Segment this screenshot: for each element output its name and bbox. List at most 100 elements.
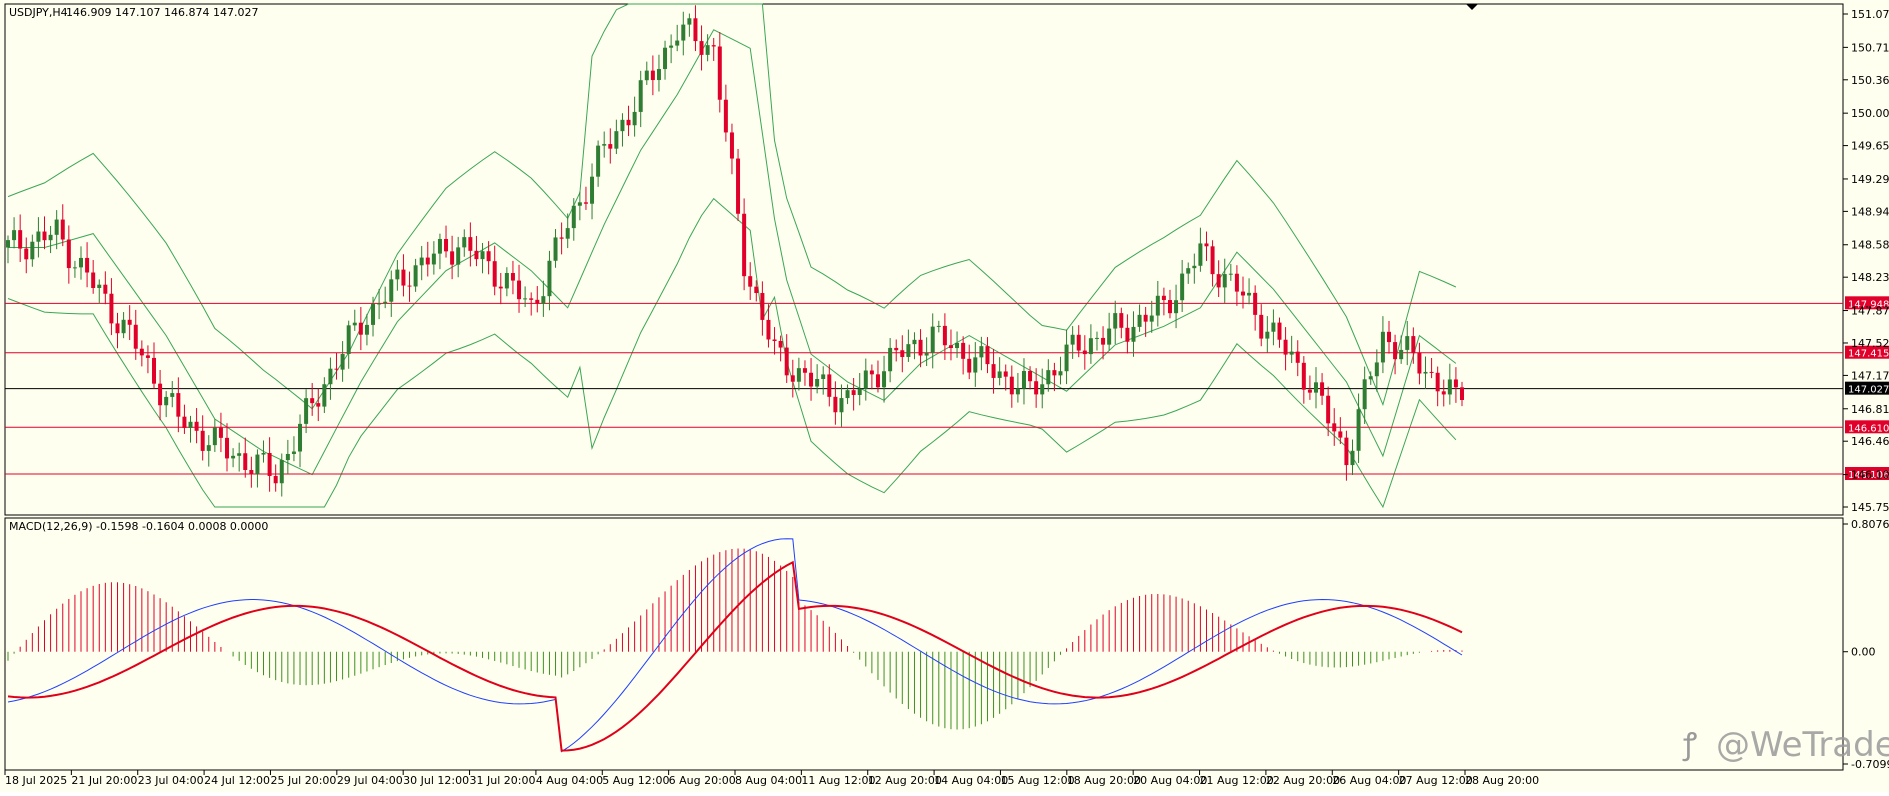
- bear-candle: [133, 324, 138, 349]
- bull-candle: [1064, 344, 1069, 372]
- bear-candle: [1441, 391, 1446, 395]
- bull-candle: [304, 398, 309, 424]
- bull-candle: [72, 267, 77, 269]
- bull-candle: [1107, 328, 1112, 345]
- bear-candle: [583, 202, 588, 204]
- level-badge-label: 146.610: [1848, 423, 1889, 434]
- band-line: [7, 3, 1457, 410]
- bull-candle: [1046, 370, 1051, 385]
- bear-candle: [1429, 371, 1434, 373]
- bull-candle: [164, 396, 169, 406]
- bull-candle: [997, 371, 1002, 378]
- time-tick-label: 12 Aug 20:00: [868, 774, 942, 787]
- bear-candle: [1119, 313, 1124, 328]
- time-tick-label: 27 Aug 12:00: [1399, 774, 1473, 787]
- bear-candle: [1344, 437, 1349, 466]
- bear-candle: [827, 374, 832, 397]
- bull-candle: [79, 257, 84, 268]
- horizontal-levels[interactable]: 147.948 147.415 147.027 146.610 146.106: [5, 296, 1889, 481]
- bear-candle: [869, 370, 874, 375]
- macd-tick-label: 0.00: [1851, 646, 1876, 659]
- bear-candle: [833, 396, 838, 413]
- bear-candle: [498, 286, 503, 289]
- bear-candle: [784, 347, 789, 376]
- bear-candle: [948, 345, 953, 349]
- bull-candle: [6, 240, 10, 248]
- macd-pane: [4, 517, 1844, 771]
- bull-candle: [1222, 274, 1227, 288]
- bear-candle: [444, 238, 449, 252]
- bull-candle: [620, 119, 625, 132]
- time-tick-label: 5 Aug 12:00: [602, 774, 669, 787]
- bear-candle: [1326, 395, 1331, 424]
- bear-candle: [1009, 376, 1014, 395]
- price-tick-label: 148.230: [1851, 271, 1889, 284]
- bull-candle: [1362, 379, 1367, 410]
- bull-candle: [1228, 273, 1233, 275]
- bear-candle: [109, 293, 114, 324]
- time-tick-label: 20 Aug 04:00: [1133, 774, 1207, 787]
- bull-candle: [912, 339, 917, 345]
- bear-candle: [1161, 295, 1166, 301]
- bull-candle: [456, 247, 461, 265]
- level-badge: [1845, 381, 1889, 395]
- price-tick-label: 150.360: [1851, 74, 1889, 87]
- bear-candle: [1003, 371, 1008, 377]
- time-tick-label: 14 Aug 04:00: [934, 774, 1008, 787]
- bull-candle: [553, 237, 558, 261]
- bear-candle: [802, 368, 807, 373]
- bull-candle: [1180, 273, 1185, 301]
- bear-candle: [961, 342, 966, 359]
- price-tick-label: 150.710: [1851, 41, 1889, 54]
- level-badge: [1845, 420, 1889, 434]
- bear-candle: [693, 18, 698, 42]
- bull-candle: [1380, 331, 1385, 363]
- bull-candle: [480, 251, 485, 260]
- bull-candle: [30, 241, 35, 260]
- bull-candle: [1113, 313, 1118, 329]
- level-badge: [1845, 467, 1889, 481]
- bull-candle: [1021, 370, 1026, 389]
- bear-candle: [200, 430, 205, 451]
- bull-candle: [1313, 382, 1318, 393]
- candles: [6, 5, 1464, 497]
- bear-candle: [273, 475, 278, 484]
- bull-candle: [1265, 331, 1270, 339]
- bear-candle: [468, 237, 473, 251]
- bull-candle: [973, 357, 978, 373]
- bear-candle: [1028, 370, 1033, 382]
- shift-marker-icon[interactable]: [1466, 4, 1478, 10]
- bear-candle: [529, 298, 534, 300]
- bear-candle: [91, 272, 96, 288]
- bear-candle: [145, 355, 150, 358]
- macd-tick-label: 0.8076: [1851, 518, 1889, 531]
- bear-candle: [334, 368, 339, 370]
- bear-candle: [608, 144, 613, 149]
- bull-candle: [1405, 336, 1410, 350]
- bear-candle: [486, 251, 491, 262]
- bear-candle: [66, 239, 71, 269]
- time-tick-label: 25 Jul 20:00: [270, 774, 336, 787]
- level-badge-label: 147.948: [1848, 299, 1889, 310]
- price-tick-label: 150.000: [1851, 107, 1889, 120]
- bull-candle: [924, 352, 929, 356]
- bull-candle: [547, 260, 552, 297]
- time-tick-label: 11 Aug 12:00: [801, 774, 875, 787]
- time-tick-label: 21 Jul 20:00: [71, 774, 137, 787]
- price-tick-label: 146.100: [1851, 469, 1889, 482]
- bear-candle: [894, 347, 899, 351]
- bear-candle: [626, 119, 631, 126]
- bull-candle: [1058, 371, 1063, 376]
- time-tick-label: 31 Jul 20:00: [470, 774, 536, 787]
- bear-candle: [1301, 362, 1306, 390]
- bull-candle: [541, 296, 546, 304]
- price-tick-label: 149.290: [1851, 173, 1889, 186]
- bull-candle: [955, 342, 960, 349]
- bull-candle: [1070, 334, 1075, 345]
- bear-candle: [1240, 291, 1245, 296]
- time-tick-label: 18 Aug 20:00: [1067, 774, 1141, 787]
- bull-candle: [638, 80, 643, 112]
- bear-candle: [1216, 274, 1221, 288]
